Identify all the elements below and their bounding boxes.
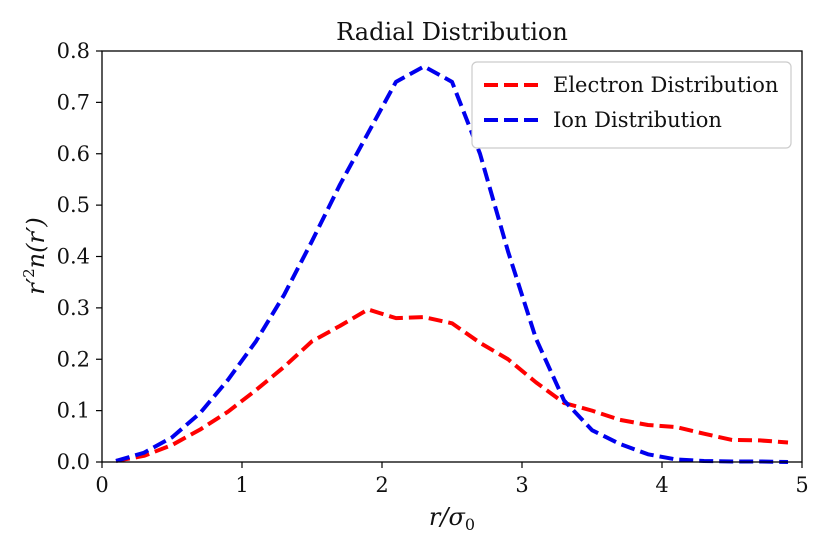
- ion-distribution-line: [115, 64, 789, 464]
- y-tick-label: 0.3: [57, 296, 90, 320]
- x-tick-label: 3: [515, 473, 528, 497]
- y-tick-label: 0.6: [57, 142, 90, 166]
- x-tick-label: 4: [655, 473, 668, 497]
- y-tick-label: 0.8: [57, 39, 90, 63]
- y-tick-label: 0.4: [57, 245, 90, 269]
- electron-distribution-line: [115, 307, 789, 463]
- legend-label-ion: Ion Distribution: [553, 108, 722, 132]
- chart-title: Radial Distribution: [336, 18, 568, 46]
- x-tick-label: 1: [235, 473, 248, 497]
- y-tick-label: 0.7: [57, 90, 90, 114]
- x-tick-label: 0: [95, 473, 108, 497]
- y-tick-label: 0.5: [57, 193, 90, 217]
- x-tick-label: 2: [375, 473, 388, 497]
- y-axis-ticks: 0.0 0.1 0.2 0.3 0.4 0.5 0.6 0.7 0.8: [57, 39, 102, 474]
- x-axis-label: r/σ0: [429, 503, 475, 534]
- chart-legend: Electron Distribution Ion Distribution: [471, 61, 792, 149]
- y-axis-label: r′2n(r′): [20, 217, 50, 295]
- x-axis-ticks: 0 1 2 3 4 5: [95, 462, 809, 497]
- series-layer: [115, 64, 789, 464]
- y-tick-label: 0.1: [57, 399, 90, 423]
- y-tick-label: 0.0: [57, 450, 90, 474]
- legend-label-electron: Electron Distribution: [553, 73, 778, 97]
- legend-frame: [471, 61, 792, 149]
- x-tick-label: 5: [795, 473, 808, 497]
- y-tick-label: 0.2: [57, 347, 90, 371]
